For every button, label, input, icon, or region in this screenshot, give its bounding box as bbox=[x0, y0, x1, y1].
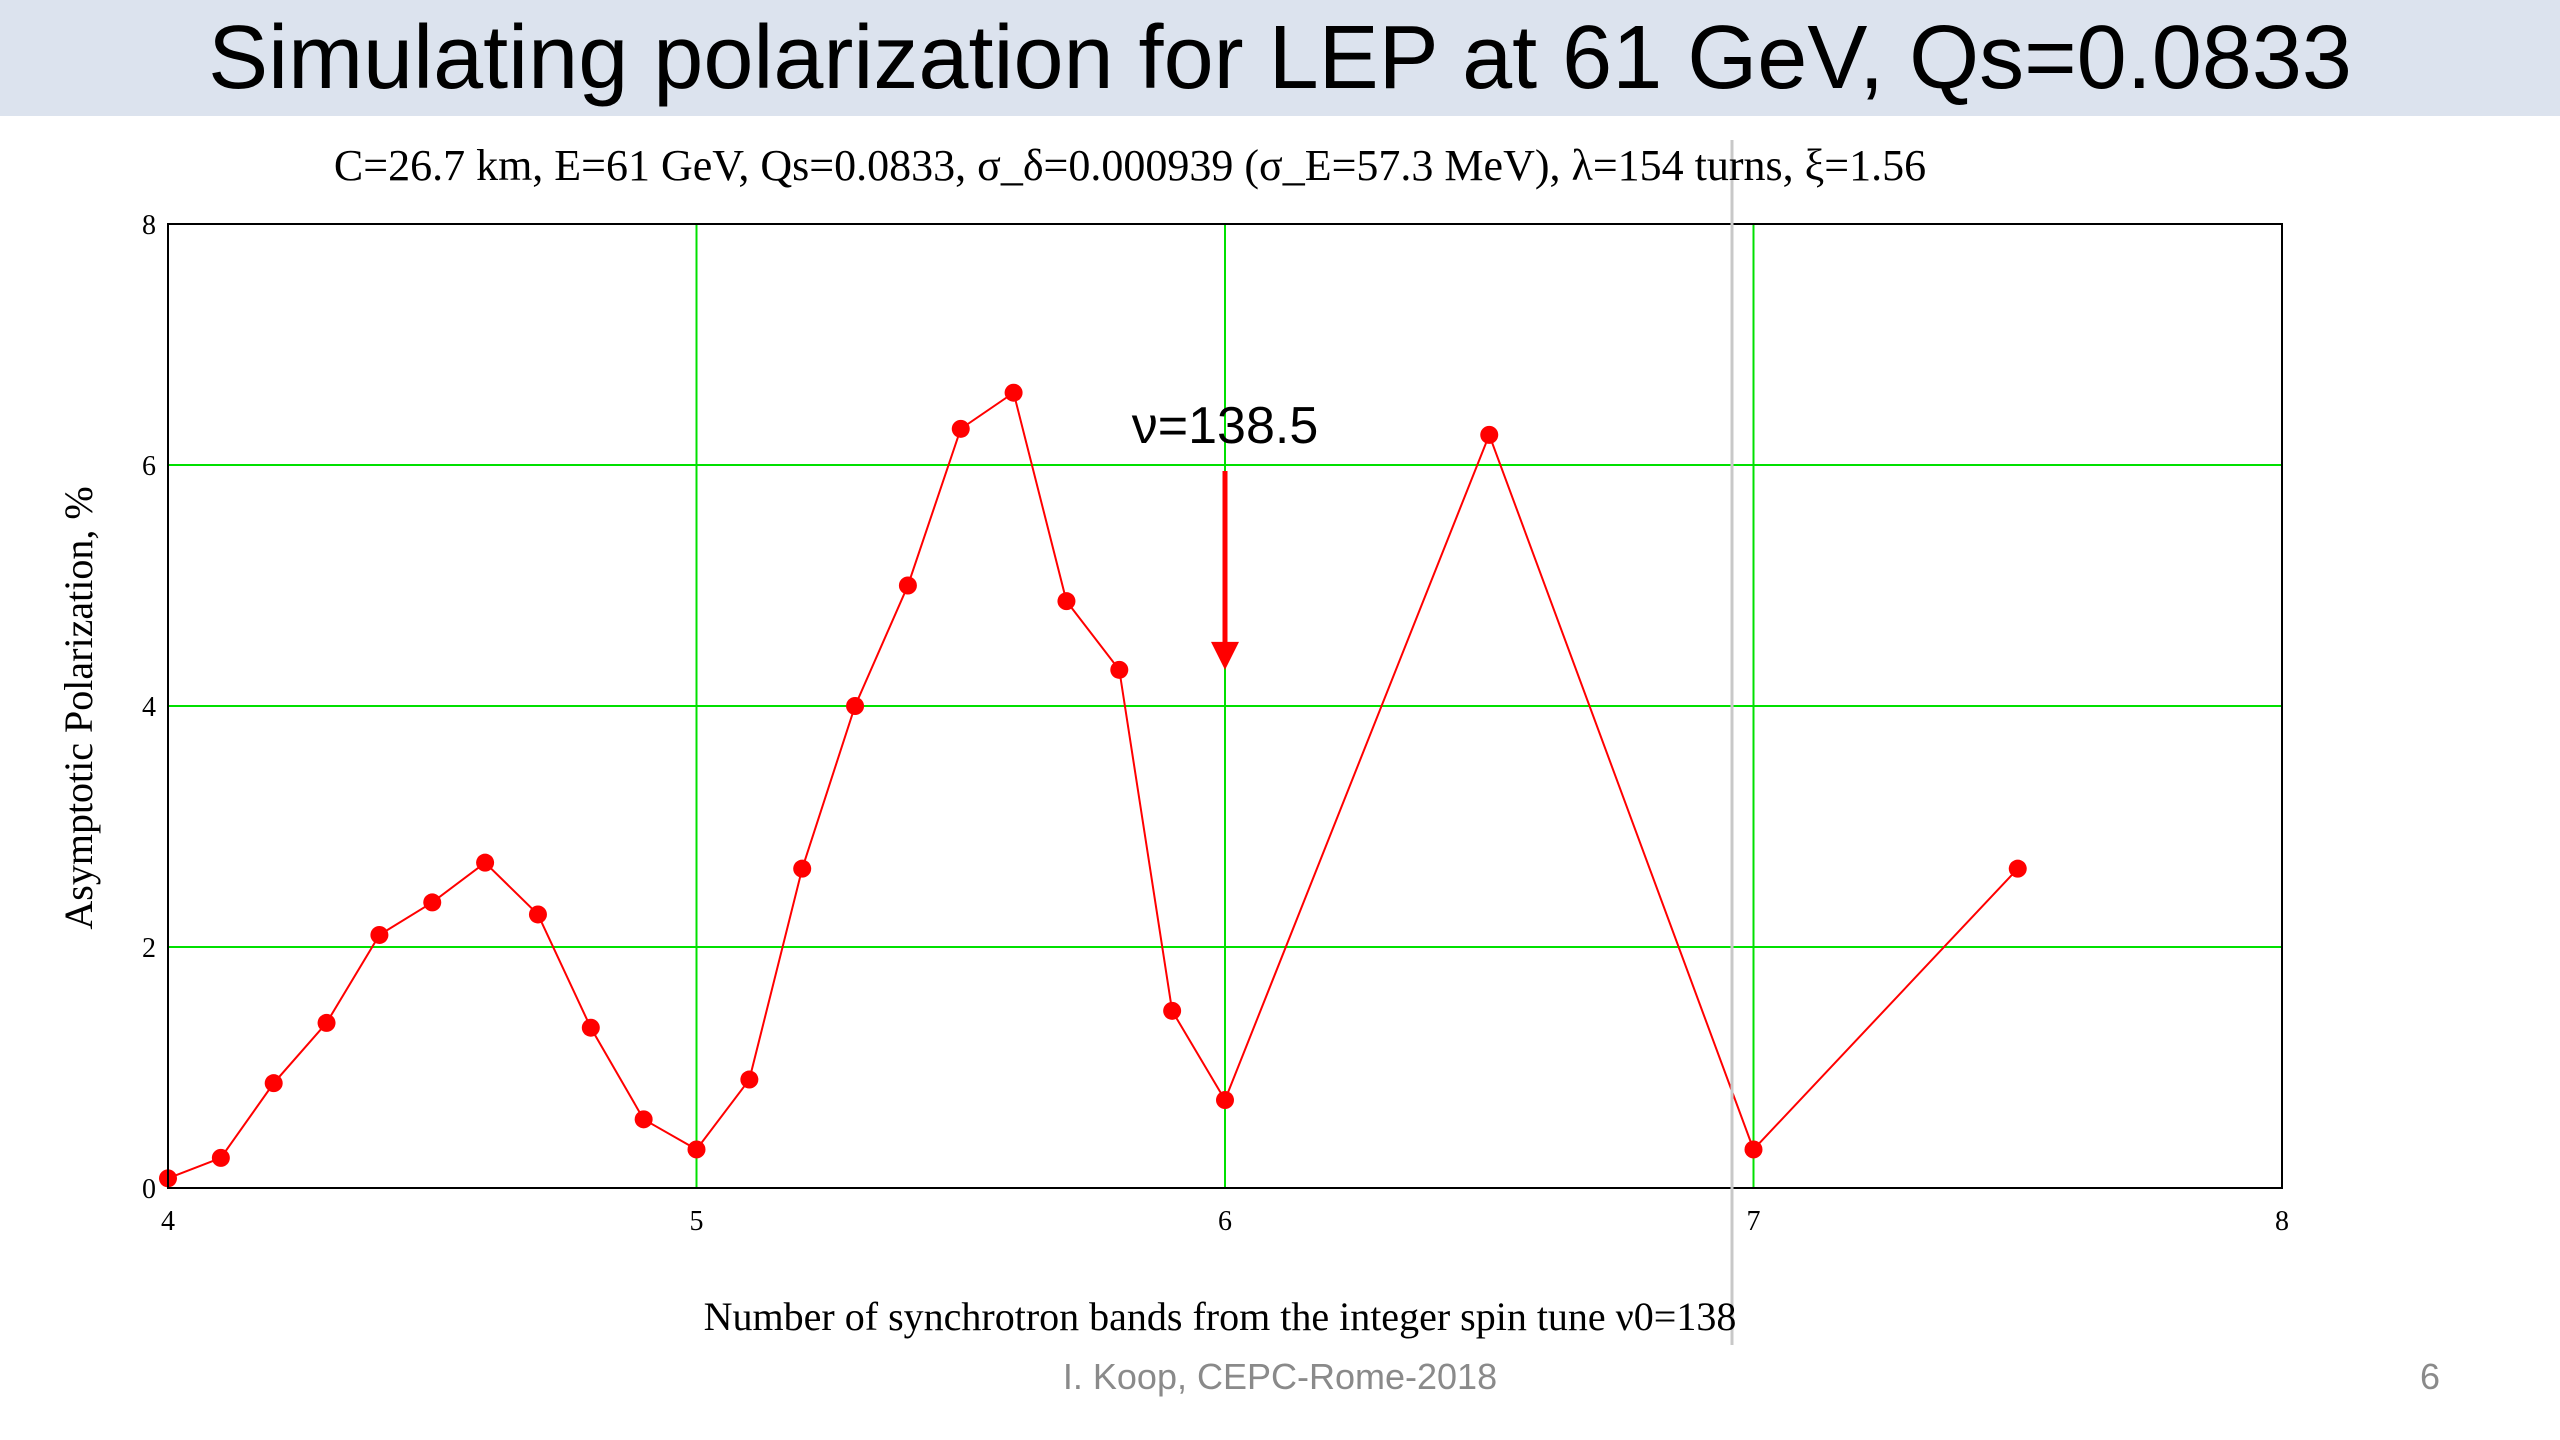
data-point bbox=[951, 419, 970, 438]
data-point bbox=[476, 853, 495, 872]
data-point bbox=[317, 1013, 336, 1032]
data-point bbox=[370, 925, 389, 944]
data-point bbox=[740, 1070, 759, 1089]
data-points bbox=[159, 383, 2027, 1188]
grid-lines bbox=[168, 224, 2282, 1188]
data-point bbox=[1110, 660, 1129, 679]
series-line-layer bbox=[167, 391, 2019, 1180]
page-number: 6 bbox=[2419, 1356, 2440, 1397]
footer-text: I. Koop, CEPC-Rome-2018 bbox=[1062, 1356, 1498, 1397]
annotation: ν=138.5 bbox=[1132, 397, 1319, 670]
y-tick-label: 0 bbox=[142, 1174, 156, 1205]
data-point bbox=[2008, 859, 2027, 878]
plot-frame bbox=[167, 223, 2283, 1189]
y-tick-label: 4 bbox=[142, 692, 156, 723]
annotation-label: ν=138.5 bbox=[1132, 397, 1319, 455]
annotation-arrow-head bbox=[1211, 641, 1239, 670]
data-point bbox=[1163, 1001, 1182, 1020]
slide-title: Simulating polarization for LEP at 61 Ge… bbox=[208, 8, 2352, 108]
x-tick-label: 7 bbox=[1747, 1206, 1761, 1237]
data-point bbox=[581, 1018, 600, 1037]
series-line-0 bbox=[167, 391, 2019, 1180]
chart-title: C=26.7 km, E=61 GeV, Qs=0.0833, σ_δ=0.00… bbox=[334, 141, 1926, 190]
y-tick-label: 8 bbox=[142, 210, 156, 241]
data-point bbox=[264, 1074, 283, 1093]
x-tick-label: 4 bbox=[161, 1206, 175, 1237]
data-point bbox=[423, 893, 442, 912]
x-tick-label: 6 bbox=[1218, 1206, 1232, 1237]
data-point bbox=[1004, 383, 1023, 402]
y-tick-label: 6 bbox=[142, 451, 156, 482]
data-point bbox=[211, 1148, 230, 1167]
y-axis-label: Asymptotic Polarization, % bbox=[56, 486, 101, 929]
title-bar bbox=[0, 0, 2560, 116]
data-point bbox=[793, 859, 812, 878]
data-point bbox=[1057, 592, 1076, 611]
data-point bbox=[687, 1140, 706, 1159]
data-point bbox=[1216, 1091, 1234, 1110]
y-tick-label: 2 bbox=[142, 933, 156, 964]
data-point bbox=[634, 1110, 653, 1129]
tick-labels: 4 5 6 7 8 0 2 4 6 8 bbox=[142, 210, 2289, 1237]
x-tick-label: 5 bbox=[690, 1206, 704, 1237]
data-point bbox=[1744, 1140, 1763, 1159]
x-tick-label: 8 bbox=[2275, 1206, 2289, 1237]
data-point bbox=[528, 905, 547, 924]
data-point bbox=[846, 697, 865, 715]
data-point bbox=[898, 576, 917, 595]
data-point bbox=[1480, 425, 1499, 444]
x-axis-label: Number of synchrotron bands from the int… bbox=[704, 1294, 1737, 1339]
